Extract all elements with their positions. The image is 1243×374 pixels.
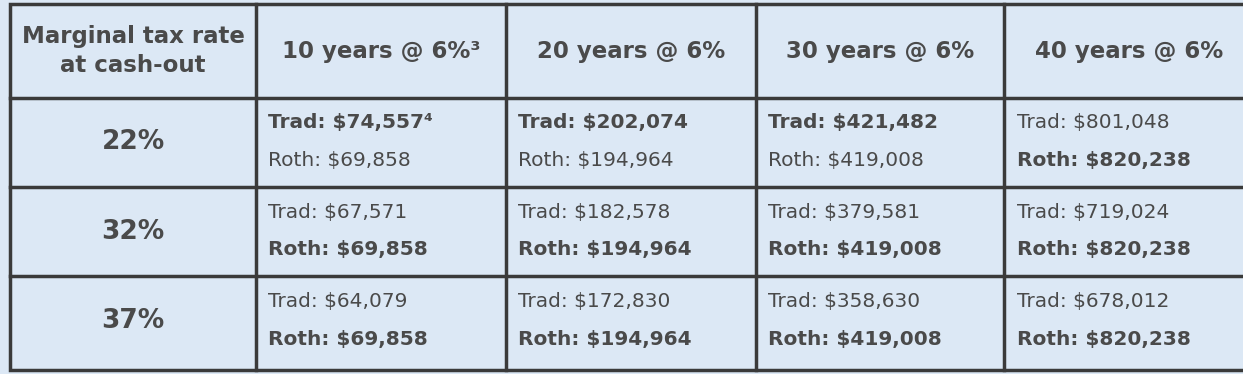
Text: Trad: $801,048: Trad: $801,048 <box>1017 113 1170 132</box>
Text: Trad: $358,630: Trad: $358,630 <box>768 292 920 311</box>
Text: 30 years @ 6%: 30 years @ 6% <box>786 40 975 62</box>
Text: Trad: $74,557⁴: Trad: $74,557⁴ <box>268 113 434 132</box>
Text: Roth: $194,964: Roth: $194,964 <box>518 240 692 259</box>
Text: Roth: $820,238: Roth: $820,238 <box>1017 329 1191 349</box>
Text: Roth: $194,964: Roth: $194,964 <box>518 151 674 170</box>
Text: 32%: 32% <box>102 219 164 245</box>
Text: 20 years @ 6%: 20 years @ 6% <box>537 40 725 62</box>
Text: 22%: 22% <box>102 129 164 155</box>
Text: Trad: $719,024: Trad: $719,024 <box>1017 203 1170 221</box>
Text: Roth: $820,238: Roth: $820,238 <box>1017 240 1191 259</box>
Text: 40 years @ 6%: 40 years @ 6% <box>1034 40 1223 62</box>
Text: Roth: $69,858: Roth: $69,858 <box>268 151 411 170</box>
Text: Trad: $67,571: Trad: $67,571 <box>268 203 408 221</box>
Text: Trad: $64,079: Trad: $64,079 <box>268 292 408 311</box>
Text: Roth: $820,238: Roth: $820,238 <box>1017 151 1191 170</box>
Text: 37%: 37% <box>102 308 164 334</box>
Text: Roth: $419,008: Roth: $419,008 <box>768 151 924 170</box>
Text: Trad: $172,830: Trad: $172,830 <box>518 292 671 311</box>
Text: Roth: $419,008: Roth: $419,008 <box>768 240 942 259</box>
Text: Trad: $421,482: Trad: $421,482 <box>768 113 938 132</box>
Text: Trad: $678,012: Trad: $678,012 <box>1017 292 1170 311</box>
Text: Trad: $379,581: Trad: $379,581 <box>768 203 920 221</box>
Text: 10 years @ 6%³: 10 years @ 6%³ <box>282 40 480 62</box>
Text: Trad: $182,578: Trad: $182,578 <box>518 203 671 221</box>
Text: Trad: $202,074: Trad: $202,074 <box>518 113 689 132</box>
Text: Roth: $69,858: Roth: $69,858 <box>268 329 429 349</box>
Text: Marginal tax rate
at cash-out: Marginal tax rate at cash-out <box>21 25 245 77</box>
Text: Roth: $69,858: Roth: $69,858 <box>268 240 429 259</box>
Text: Roth: $419,008: Roth: $419,008 <box>768 329 942 349</box>
Text: Roth: $194,964: Roth: $194,964 <box>518 329 692 349</box>
